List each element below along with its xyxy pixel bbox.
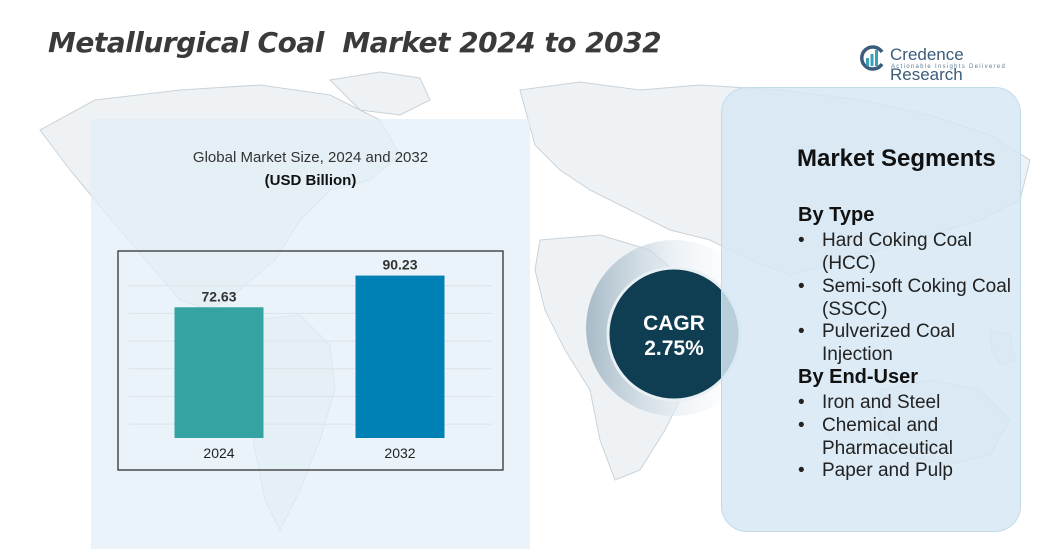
segment-item: • Iron and Steel <box>798 391 1013 414</box>
data-label-2032: 90.23 <box>382 257 417 273</box>
market-segments-panel: Market Segments By Type • Hard Coking Co… <box>721 87 1021 532</box>
bullet-icon: • <box>798 230 805 251</box>
bullet-icon: • <box>798 276 805 297</box>
segment-item-label: Paper and Pulp <box>822 460 953 481</box>
chart-subtitle: (USD Billion) <box>264 172 357 189</box>
bullet-icon: • <box>798 415 805 436</box>
bar-chart: 72.63 2024 90.23 2032 <box>117 250 504 471</box>
segments-title: Market Segments <box>797 145 996 172</box>
bar-2032 <box>355 275 445 438</box>
segment-item-label: Hard Coking Coal (HCC) <box>822 230 972 274</box>
segment-item: • Pulverized Coal Injection <box>798 320 1013 366</box>
logo-name: Credence Research <box>890 45 964 84</box>
x-tick-label-2032: 2032 <box>384 445 415 461</box>
segment-item-label: Pulverized Coal Injection <box>822 321 956 365</box>
credence-logo-icon <box>860 45 884 71</box>
segment-item: • Chemical and Pharmaceutical <box>798 414 1013 460</box>
chart-panel: Global Market Size, 2024 and 2032 (USD B… <box>91 119 530 549</box>
segment-item: • Hard Coking Coal (HCC) <box>798 229 1013 275</box>
bullet-icon: • <box>798 392 805 413</box>
bar-2024 <box>174 307 264 438</box>
page-title: Metallurgical Coal Market 2024 to 2032 <box>48 26 662 59</box>
data-label-2024: 72.63 <box>201 288 236 304</box>
segment-heading-by-end-user: By End-User <box>798 366 919 388</box>
chart-frame <box>117 250 504 471</box>
chart-title: Global Market Size, 2024 and 2032 <box>192 149 429 166</box>
bullet-icon: • <box>798 460 805 481</box>
brand-logo: Credence Research Actionable Insights De… <box>858 44 1028 84</box>
segment-item-label: Chemical and Pharmaceutical <box>822 415 953 459</box>
chart-bars: 72.63 2024 90.23 2032 <box>174 257 445 461</box>
cagr-label: CAGR <box>643 312 705 335</box>
segment-heading-by-type: By Type <box>798 204 875 226</box>
segment-item: • Semi-soft Coking Coal (SSCC) <box>798 275 1013 321</box>
segment-item: • Paper and Pulp <box>798 459 1013 482</box>
segment-item-label: Iron and Steel <box>822 392 941 413</box>
x-tick-label-2024: 2024 <box>203 445 234 461</box>
segment-item-label: Semi-soft Coking Coal (SSCC) <box>822 276 1012 320</box>
bullet-icon: • <box>798 321 805 342</box>
cagr-value: 2.75% <box>644 337 704 360</box>
logo-tagline: Actionable Insights Delivered <box>891 64 1007 70</box>
